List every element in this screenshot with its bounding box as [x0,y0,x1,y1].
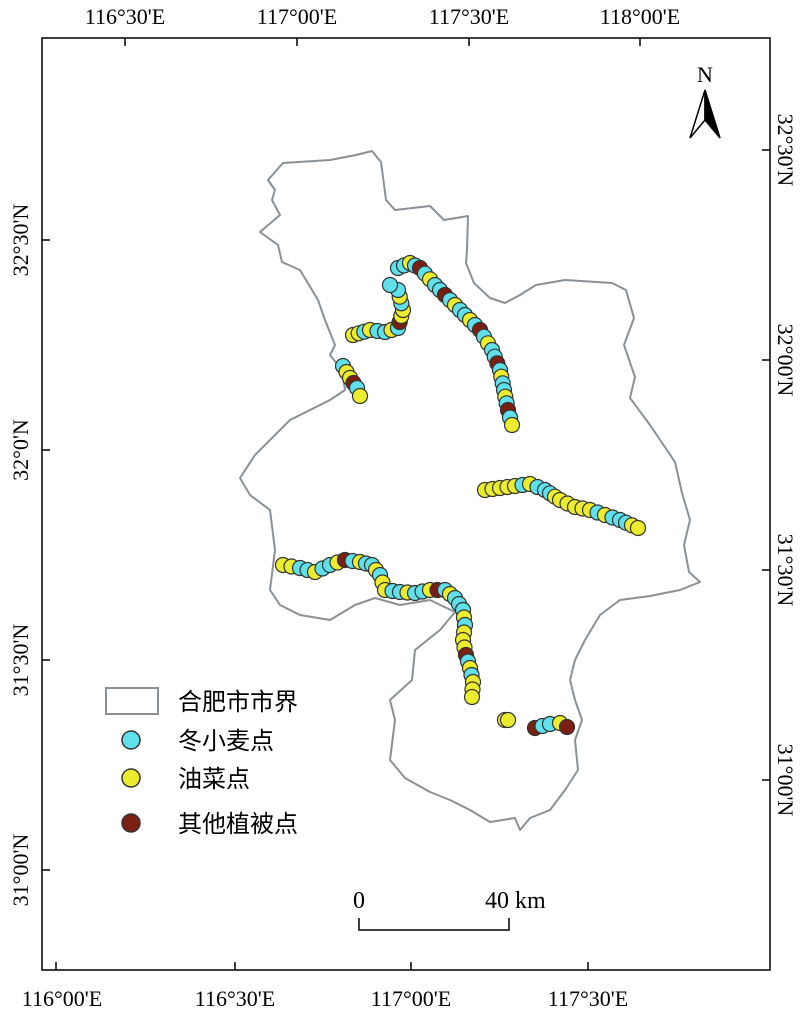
legend-boundary-label: 合肥市市界 [178,688,298,716]
bottom-tick-label: 117°30'E [548,986,628,1011]
top-tick-label: 117°30'E [429,4,509,29]
scale-end-label: 40 km [485,888,546,914]
scale-bar-line [358,918,510,931]
tick-marks [42,38,770,970]
left-tick-label: 31°00'N [8,834,33,907]
legend-wheat-swatch [121,730,141,750]
rapeseed-point [629,519,647,537]
legend-rapeseed-swatch [121,768,141,788]
vegetation-points [274,254,647,737]
top-tick-label: 117°00'E [257,4,337,29]
legend-other-swatch [121,813,141,833]
rapeseed-point [503,416,521,434]
rapeseed-point [463,688,481,706]
scale-bar: 0 40 km [353,888,546,931]
top-tick-label: 118°00'E [600,4,680,29]
right-tick-label: 32°30'N [773,114,798,187]
north-label: N [697,62,713,87]
scale-start-label: 0 [353,888,365,914]
rapeseed-point [499,711,517,729]
left-tick-label: 32°0'N [8,419,33,481]
legend-wheat-label: 冬小麦点 [178,727,274,755]
right-tick-label: 32°00'N [773,324,798,397]
map-frame [41,37,771,971]
north-arrow-icon [689,89,706,139]
rapeseed-point [351,387,369,405]
legend-rapeseed-label: 油菜点 [178,765,250,793]
bottom-tick-label: 116°00'E [22,986,102,1011]
north-arrow-icon-fill [704,89,721,139]
top-tick-label: 116°30'E [85,4,165,29]
other-vegetation-point [558,718,576,736]
wheat-point [381,276,399,294]
bottom-tick-label: 116°30'E [195,986,275,1011]
legend-other-label: 其他植被点 [178,810,298,838]
bottom-tick-label: 117°00'E [371,986,451,1011]
legend: 合肥市市界 冬小麦点 油菜点 其他植被点 [105,687,298,838]
north-arrow: N [689,62,721,139]
left-tick-label: 32°30'N [8,204,33,277]
right-tick-label: 31°30'N [773,534,798,607]
right-tick-label: 31°00'N [773,744,798,817]
legend-boundary-swatch [105,687,159,715]
hefei-boundary [239,150,701,831]
left-tick-label: 31°30'N [8,624,33,697]
